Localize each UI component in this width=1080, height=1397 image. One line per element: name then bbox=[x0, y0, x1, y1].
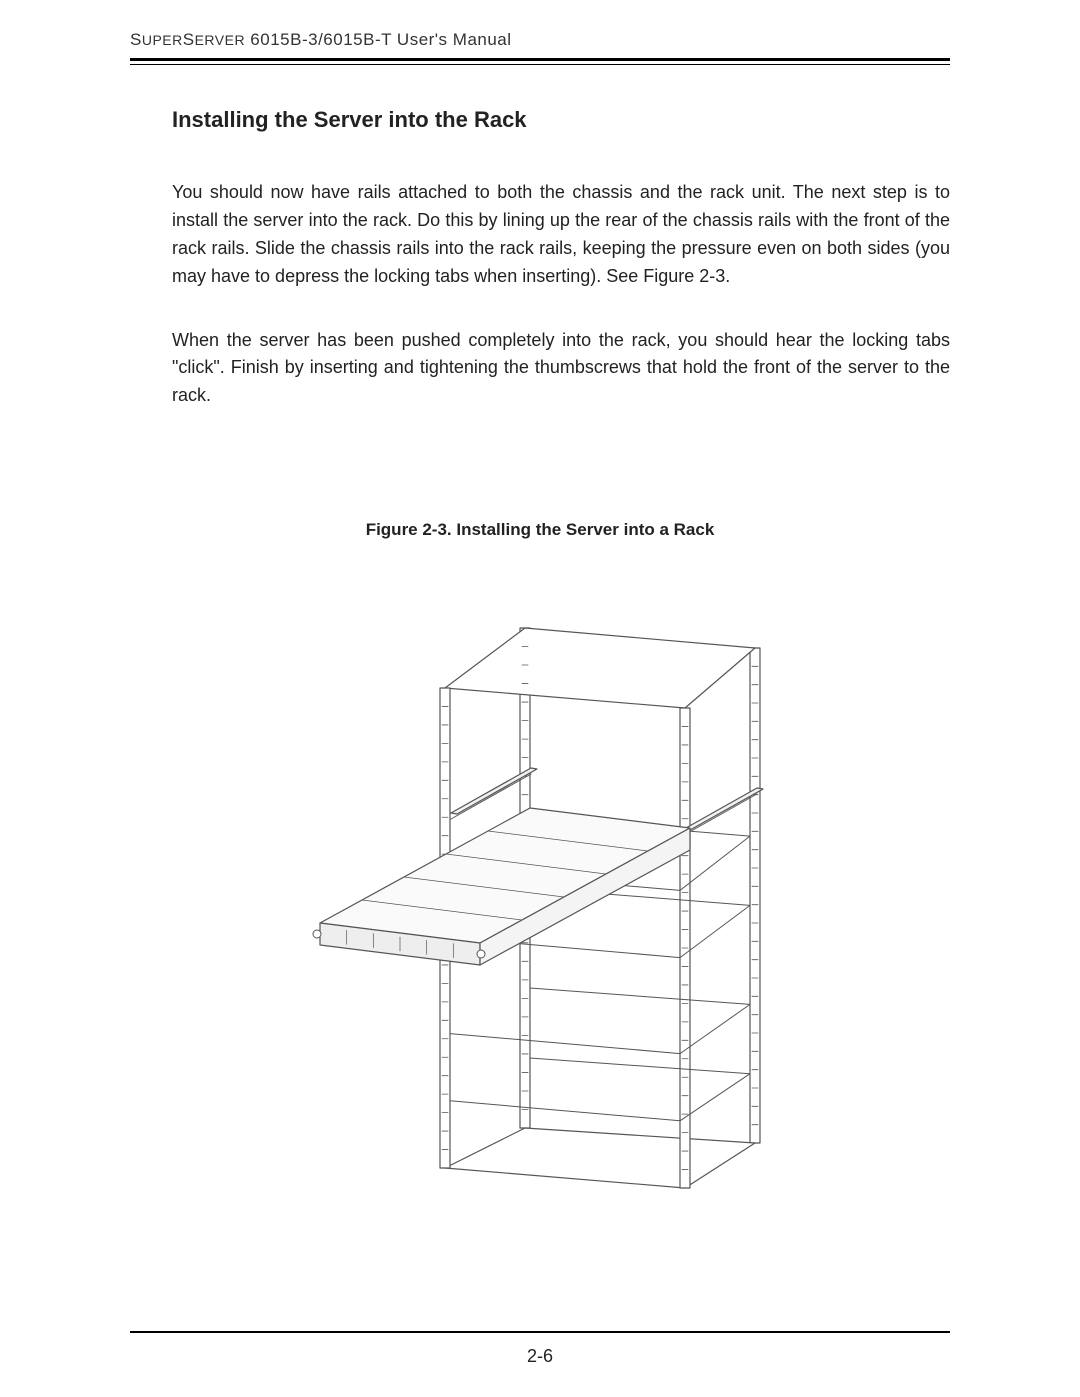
figure-caption: Figure 2-3. Installing the Server into a… bbox=[130, 520, 950, 540]
rh-small: UPER bbox=[142, 32, 183, 48]
figure-container bbox=[130, 568, 950, 1208]
rh-char: S bbox=[130, 30, 142, 49]
paragraph-2: When the server has been pushed complete… bbox=[172, 327, 950, 411]
rh-small2: ERVER bbox=[195, 32, 245, 48]
page-number: 2-6 bbox=[0, 1346, 1080, 1367]
manual-page: SUPERSERVER 6015B-3/6015B-T User's Manua… bbox=[0, 0, 1080, 1397]
running-head-text: SUPERSERVER 6015B-3/6015B-T User's Manua… bbox=[130, 30, 512, 49]
paragraph-1: You should now have rails attached to bo… bbox=[172, 179, 950, 291]
running-head: SUPERSERVER 6015B-3/6015B-T User's Manua… bbox=[130, 30, 950, 56]
rh-char2: S bbox=[183, 30, 195, 49]
rh-suffix: 6015B-3/6015B-T User's Manual bbox=[245, 30, 511, 49]
rack-diagram bbox=[305, 568, 775, 1208]
section-title: Installing the Server into the Rack bbox=[172, 107, 950, 133]
header-double-rule bbox=[130, 58, 950, 65]
footer-rule bbox=[130, 1331, 950, 1333]
